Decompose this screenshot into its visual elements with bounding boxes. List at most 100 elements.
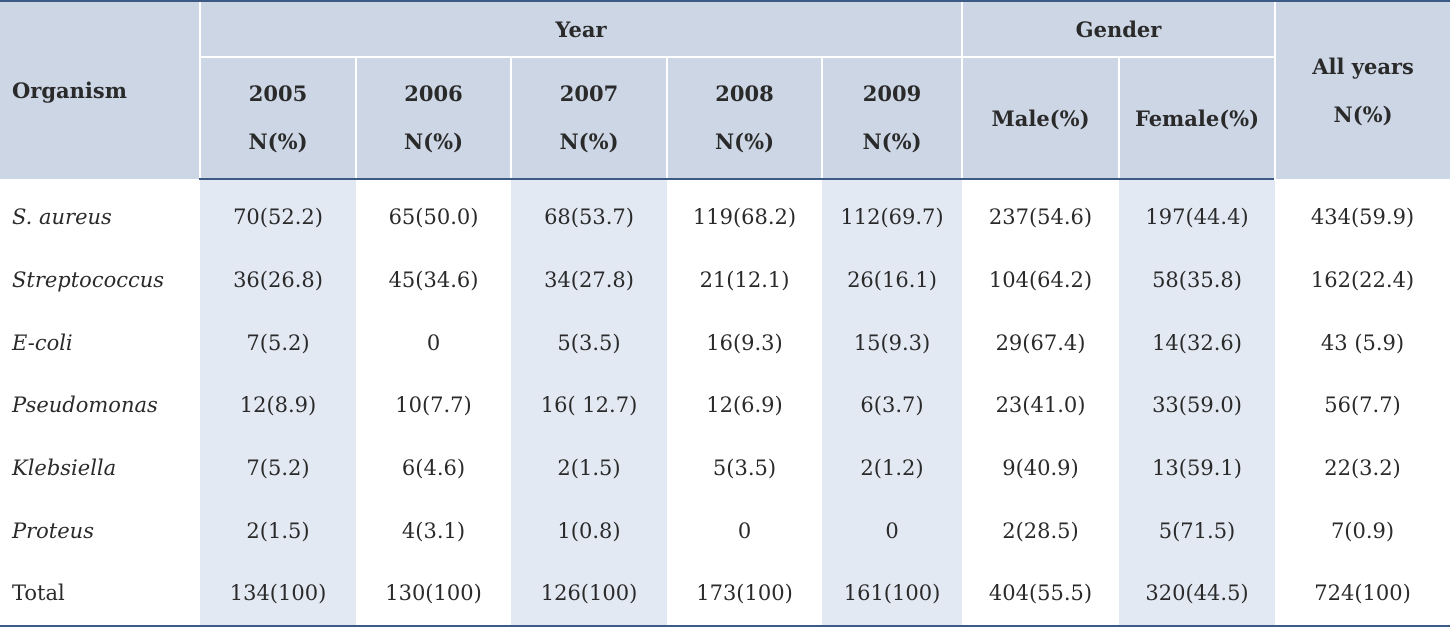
value-cell: 12(6.9) bbox=[706, 393, 783, 418]
organism-name-cell: E-coli bbox=[12, 330, 73, 355]
year-2007-header: 2007 N(%) bbox=[510, 57, 667, 180]
value-cell: 45(34.6) bbox=[388, 268, 479, 293]
value-cell: 161(100) bbox=[822, 562, 962, 627]
organism-column-header: Organism bbox=[0, 0, 200, 179]
value-cell: 5(3.5) bbox=[712, 456, 777, 481]
value-cell: 34(27.8) bbox=[511, 248, 667, 312]
value-cell: 4(3.1) bbox=[401, 518, 466, 543]
table-row: Proteus 2(1.5) 4(3.1) 1(0.8) 0 0 2(28.5) 5(71.5… bbox=[0, 499, 1450, 563]
value-cell: 43 (5.9) bbox=[1320, 330, 1405, 355]
value-cell: 2(28.5) bbox=[1002, 518, 1079, 543]
year-unit: N(%) bbox=[559, 129, 619, 154]
value-cell: 104(64.2) bbox=[988, 268, 1093, 293]
year-label: 2007 bbox=[559, 81, 619, 106]
value-cell: 7(0.9) bbox=[1330, 518, 1395, 543]
female-label: Female(%) bbox=[1134, 105, 1260, 131]
year-2008-header: 2008 N(%) bbox=[666, 57, 822, 180]
year-unit: N(%) bbox=[248, 129, 308, 154]
value-cell: 13(59.1) bbox=[1119, 436, 1276, 500]
value-cell: 58(35.8) bbox=[1119, 248, 1276, 312]
value-cell: 2(1.5) bbox=[200, 499, 356, 563]
value-cell: 33(59.0) bbox=[1119, 374, 1276, 437]
value-cell: 7(5.2) bbox=[200, 311, 356, 375]
value-cell: 7(5.2) bbox=[200, 436, 356, 500]
value-cell: 126(100) bbox=[511, 562, 667, 627]
value-cell: 434(59.9) bbox=[1310, 204, 1415, 229]
value-cell: 16(9.3) bbox=[706, 330, 783, 355]
value-cell: 0 bbox=[737, 518, 752, 543]
female-header: Female(%) bbox=[1117, 57, 1276, 180]
gender-group-header: Gender bbox=[960, 0, 1276, 58]
year-label: 2005 bbox=[248, 81, 308, 106]
value-cell: 56(7.7) bbox=[1324, 393, 1401, 418]
value-cell: 2(1.2) bbox=[822, 436, 962, 500]
male-header: Male(%) bbox=[961, 57, 1119, 180]
all-years-unit: N(%) bbox=[1333, 101, 1393, 127]
male-label: Male(%) bbox=[991, 105, 1090, 131]
value-cell: 36(26.8) bbox=[200, 248, 356, 312]
value-cell: 320(44.5) bbox=[1119, 562, 1276, 627]
value-cell: 2(1.5) bbox=[511, 436, 667, 500]
value-cell: 5(71.5) bbox=[1119, 499, 1276, 563]
value-cell: 29(67.4) bbox=[995, 330, 1086, 355]
value-cell: 112(69.7) bbox=[822, 179, 962, 249]
value-cell: 5(3.5) bbox=[511, 311, 667, 375]
value-cell: 1(0.8) bbox=[511, 499, 667, 563]
value-cell: 6(4.6) bbox=[401, 456, 466, 481]
year-2009-header: 2009 N(%) bbox=[821, 57, 962, 180]
value-cell: 26(16.1) bbox=[822, 248, 962, 312]
year-2006-header: 2006 N(%) bbox=[355, 57, 511, 180]
organism-name-cell: Streptococcus bbox=[12, 268, 165, 293]
table-row: Klebsiella 7(5.2) 6(4.6) 2(1.5) 5(3.5) 2(1.2)… bbox=[0, 436, 1450, 500]
year-unit: N(%) bbox=[862, 129, 922, 154]
value-cell: 119(68.2) bbox=[692, 205, 797, 230]
table-row: Streptococcus 36(26.8) 45(34.6) 34(27.8) 21(… bbox=[0, 248, 1450, 312]
value-cell: 16( 12.7) bbox=[511, 374, 667, 437]
organism-name-cell: Klebsiella bbox=[12, 456, 117, 481]
year-label: 2006 bbox=[404, 81, 463, 106]
table-header: Organism Year Gender All years N(%) 2005… bbox=[0, 0, 1450, 180]
value-cell: 70(52.2) bbox=[200, 179, 356, 249]
header-row-columns: 2005 N(%) 2006 N(%) 2007 N(%) 2008 N(%) … bbox=[0, 57, 1450, 180]
value-cell: 65(50.0) bbox=[388, 205, 479, 230]
organism-name-cell: Proteus bbox=[12, 518, 94, 543]
value-cell: 173(100) bbox=[667, 562, 822, 627]
value-cell: 12(8.9) bbox=[200, 374, 356, 437]
all-years-label: All years bbox=[1312, 53, 1414, 79]
value-cell: 724(100) bbox=[1275, 562, 1450, 627]
value-cell: 15(9.3) bbox=[822, 311, 962, 375]
year-2005-header: 2005 N(%) bbox=[199, 57, 356, 180]
gender-group-label: Gender bbox=[1075, 16, 1162, 42]
value-cell: 6(3.7) bbox=[822, 374, 962, 437]
value-cell: 130(100) bbox=[356, 562, 511, 627]
value-cell: 162(22.4) bbox=[1310, 268, 1415, 293]
value-cell: 237(54.6) bbox=[988, 205, 1093, 230]
value-cell: 22(3.2) bbox=[1324, 456, 1401, 481]
year-label: 2008 bbox=[715, 81, 774, 106]
value-cell: 404(55.5) bbox=[962, 562, 1119, 627]
table-row: Total 134(100) 130(100) 126(100) 173(100) 161… bbox=[0, 562, 1450, 627]
year-group-label: Year bbox=[555, 16, 607, 42]
table-body: S. aureus 70(52.2) 65(50.0) 68(53.7) 119(68.… bbox=[0, 179, 1450, 627]
table-row: E-coli 7(5.2) 0 5(3.5) 16(9.3) 15(9.3) 29(67.4… bbox=[0, 311, 1450, 375]
all-years-header: All years N(%) bbox=[1274, 0, 1450, 179]
value-cell: 197(44.4) bbox=[1119, 179, 1276, 249]
value-cell: 14(32.6) bbox=[1119, 311, 1276, 375]
year-unit: N(%) bbox=[714, 129, 775, 154]
value-cell: 68(53.7) bbox=[511, 179, 667, 249]
organism-name-cell: Total bbox=[0, 562, 200, 627]
organism-name-cell: Pseudomonas bbox=[12, 393, 158, 418]
year-unit: N(%) bbox=[403, 129, 464, 154]
value-cell: 0 bbox=[822, 499, 962, 563]
header-row-groups: Organism Year Gender All years N(%) bbox=[0, 0, 1450, 179]
year-label: 2009 bbox=[862, 81, 922, 106]
value-cell: 10(7.7) bbox=[395, 393, 472, 418]
table-row: S. aureus 70(52.2) 65(50.0) 68(53.7) 119(68.… bbox=[0, 179, 1450, 249]
year-group-header: Year bbox=[199, 0, 962, 58]
value-cell: 134(100) bbox=[200, 562, 356, 627]
organism-name-cell: S. aureus bbox=[12, 204, 112, 229]
organism-header-label: Organism bbox=[12, 78, 127, 103]
table-row: Pseudomonas 12(8.9) 10(7.7) 16( 12.7) 12(6.9… bbox=[0, 374, 1450, 437]
